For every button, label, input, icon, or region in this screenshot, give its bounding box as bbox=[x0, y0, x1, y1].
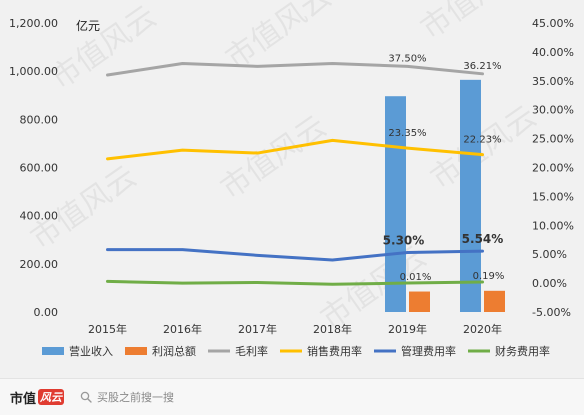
bar-profit bbox=[409, 291, 430, 312]
left-axis-tick: 800.00 bbox=[20, 113, 59, 126]
legend-label: 营业收入 bbox=[69, 344, 113, 358]
x-axis-tick: 2018年 bbox=[313, 322, 352, 336]
legend-label: 管理费用率 bbox=[401, 344, 456, 358]
left-axis-tick: 200.00 bbox=[20, 258, 59, 271]
right-axis-tick: 20.00% bbox=[532, 162, 574, 175]
left-axis-tick: 0.00 bbox=[34, 306, 59, 319]
search-icon bbox=[80, 391, 92, 403]
right-axis-tick: 5.00% bbox=[532, 248, 567, 261]
footer: 市值 风云 买股之前搜一搜 bbox=[0, 378, 584, 415]
watermark-text: 市值风云 bbox=[215, 109, 333, 206]
legend-swatch bbox=[125, 347, 147, 355]
legend-swatch bbox=[42, 347, 64, 355]
right-axis-tick: 35.00% bbox=[532, 75, 574, 88]
x-axis-tick: 2020年 bbox=[463, 322, 502, 336]
data-label: 37.50% bbox=[388, 53, 426, 64]
right-axis-tick: 25.00% bbox=[532, 133, 574, 146]
legend-label: 毛利率 bbox=[235, 344, 268, 358]
x-axis-tick: 2015年 bbox=[88, 322, 127, 336]
data-label: 23.35% bbox=[388, 128, 426, 139]
right-axis-tick: 10.00% bbox=[532, 219, 574, 232]
data-label: 0.19% bbox=[473, 271, 505, 282]
left-axis-tick: 600.00 bbox=[20, 162, 59, 175]
right-axis-tick: 40.00% bbox=[532, 46, 574, 59]
legend-label: 销售费用率 bbox=[307, 344, 362, 358]
right-axis-tick: 45.00% bbox=[532, 17, 574, 30]
watermark-text: 市值风云 bbox=[45, 0, 163, 97]
brand-logo[interactable]: 市值 风云 bbox=[10, 387, 65, 407]
unit-label: 亿元 bbox=[76, 18, 100, 33]
right-axis-tick: 0.00% bbox=[532, 277, 567, 290]
left-axis-tick: 1,200.00 bbox=[9, 17, 58, 30]
watermark-text: 市值风云 bbox=[425, 99, 543, 196]
data-label: 5.30% bbox=[383, 233, 425, 247]
bar-profit bbox=[484, 290, 505, 312]
x-axis-tick: 2017年 bbox=[238, 322, 277, 336]
right-axis-tick: 30.00% bbox=[532, 104, 574, 117]
data-label: 36.21% bbox=[463, 61, 501, 72]
bar-revenue bbox=[385, 96, 406, 312]
series-line bbox=[106, 61, 484, 77]
watermark-text: 市值风云 bbox=[415, 0, 533, 47]
right-axis-tick: -5.00% bbox=[532, 306, 571, 319]
brand-badge: 风云 bbox=[38, 389, 65, 405]
left-axis-tick: 1,000.00 bbox=[9, 65, 58, 78]
legend-label: 财务费用率 bbox=[495, 344, 550, 358]
data-label: 22.23% bbox=[463, 135, 501, 146]
search-placeholder: 买股之前搜一搜 bbox=[97, 391, 174, 404]
series-line bbox=[106, 248, 484, 262]
x-axis-tick: 2016年 bbox=[163, 322, 202, 336]
left-axis-tick: 400.00 bbox=[20, 210, 59, 223]
search-box[interactable]: 买股之前搜一搜 bbox=[80, 387, 174, 407]
data-label: 0.01% bbox=[400, 272, 432, 283]
brand-text: 市值 bbox=[10, 391, 37, 407]
legend-label: 利润总额 bbox=[152, 344, 196, 358]
x-axis-tick: 2019年 bbox=[388, 322, 427, 336]
series-line bbox=[106, 138, 484, 161]
data-label: 5.54% bbox=[462, 232, 504, 246]
right-axis-tick: 15.00% bbox=[532, 190, 574, 203]
series-line bbox=[106, 279, 484, 286]
bar-revenue bbox=[460, 79, 481, 312]
chart: 市值风云市值风云市值风云市值风云市值风云市值风云市值风云亿元1,200.001,… bbox=[9, 0, 574, 358]
